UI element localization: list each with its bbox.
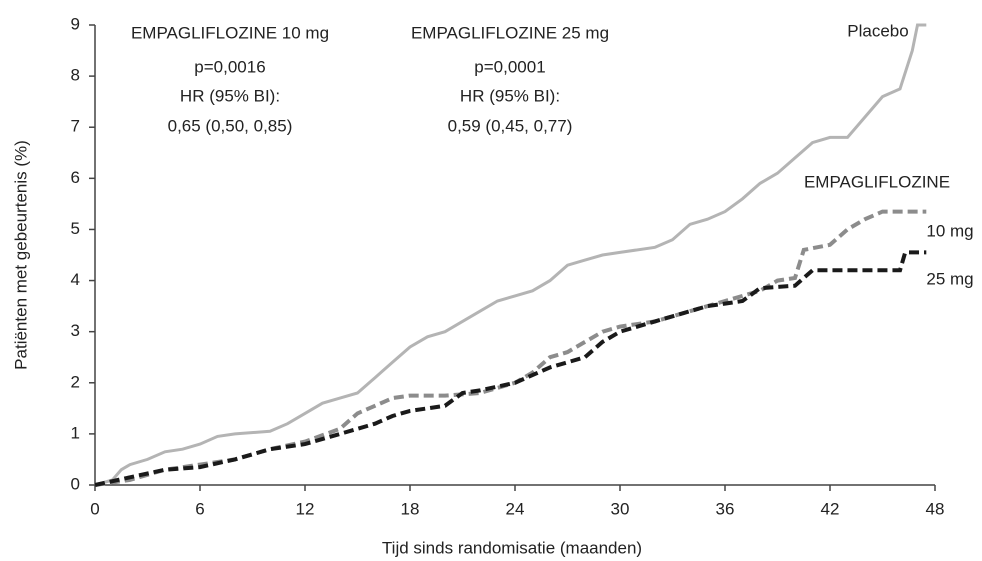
x-tick-label: 18 bbox=[401, 499, 420, 518]
y-tick-label: 2 bbox=[71, 372, 80, 391]
annotation: EMPAGLIFLOZINE 25 mg bbox=[411, 23, 609, 42]
y-tick-label: 5 bbox=[71, 219, 80, 238]
series-line bbox=[94, 250, 927, 487]
series-label: 25 mg bbox=[926, 269, 973, 288]
y-tick-label: 9 bbox=[71, 14, 80, 33]
y-axis-label: Patiënten met gebeurtenis (%) bbox=[11, 140, 30, 370]
x-tick-label: 6 bbox=[195, 499, 204, 518]
series-line bbox=[94, 209, 927, 487]
y-tick-label: 6 bbox=[71, 168, 80, 187]
x-tick-label: 0 bbox=[90, 499, 99, 518]
x-tick-label: 36 bbox=[716, 499, 735, 518]
y-tick-label: 7 bbox=[71, 117, 80, 136]
series-label: Placebo bbox=[847, 21, 908, 40]
annotation: 0,65 (0,50, 0,85) bbox=[168, 116, 293, 135]
x-tick-label: 24 bbox=[506, 499, 525, 518]
annotation: 0,59 (0,45, 0,77) bbox=[448, 116, 573, 135]
y-tick-label: 1 bbox=[71, 423, 80, 442]
annotation: p=0,0001 bbox=[474, 57, 545, 76]
y-tick-label: 3 bbox=[71, 321, 80, 340]
annotation: HR (95% BI): bbox=[180, 86, 280, 105]
series-line bbox=[94, 23, 927, 487]
annotation: p=0,0016 bbox=[194, 57, 265, 76]
annotation: HR (95% BI): bbox=[460, 86, 560, 105]
x-tick-label: 12 bbox=[296, 499, 315, 518]
y-tick-label: 0 bbox=[71, 474, 80, 493]
x-tick-label: 48 bbox=[926, 499, 945, 518]
x-tick-label: 30 bbox=[611, 499, 630, 518]
series-label: 10 mg bbox=[926, 221, 973, 240]
y-tick-label: 8 bbox=[71, 66, 80, 85]
x-tick-label: 42 bbox=[821, 499, 840, 518]
annotation: EMPAGLIFLOZINE 10 mg bbox=[131, 23, 329, 42]
x-axis-label: Tijd sinds randomisatie (maanden) bbox=[382, 538, 642, 557]
annotation: EMPAGLIFLOZINE bbox=[804, 172, 950, 191]
y-tick-label: 4 bbox=[71, 270, 80, 289]
